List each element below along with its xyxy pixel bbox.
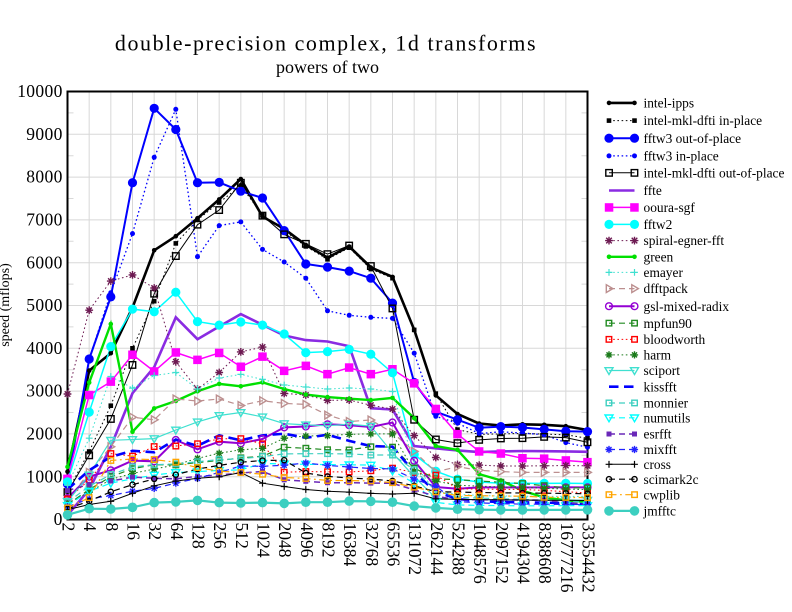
svg-text:10000: 10000 bbox=[17, 81, 63, 101]
svg-text:ffte: ffte bbox=[644, 183, 662, 198]
svg-text:512: 512 bbox=[232, 523, 252, 549]
svg-text:262144: 262144 bbox=[427, 523, 447, 576]
svg-text:scimark2c: scimark2c bbox=[644, 472, 699, 487]
svg-text:intel-ipps: intel-ipps bbox=[644, 96, 695, 111]
svg-text:intel-mkl-dfti in-place: intel-mkl-dfti in-place bbox=[644, 113, 763, 128]
svg-text:32: 32 bbox=[145, 523, 165, 541]
svg-text:mixfft: mixfft bbox=[644, 442, 678, 457]
svg-text:gsl-mixed-radix: gsl-mixed-radix bbox=[644, 299, 730, 314]
svg-text:powers of two: powers of two bbox=[276, 57, 379, 77]
svg-text:fftw3 in-place: fftw3 in-place bbox=[644, 149, 719, 164]
svg-text:2097152: 2097152 bbox=[492, 523, 512, 584]
svg-text:2048: 2048 bbox=[275, 523, 295, 558]
svg-text:4: 4 bbox=[80, 523, 100, 532]
svg-text:kissfft: kissfft bbox=[644, 379, 678, 394]
svg-text:intel-mkl-dfti out-of-place: intel-mkl-dfti out-of-place bbox=[644, 165, 785, 180]
svg-text:8000: 8000 bbox=[26, 167, 62, 187]
svg-text:mpfun90: mpfun90 bbox=[644, 316, 693, 331]
svg-text:8: 8 bbox=[102, 523, 122, 532]
svg-text:4194304: 4194304 bbox=[514, 523, 534, 585]
svg-text:65536: 65536 bbox=[384, 523, 404, 567]
svg-text:sciport: sciport bbox=[644, 363, 681, 378]
svg-text:fftw2: fftw2 bbox=[644, 217, 673, 232]
svg-text:7000: 7000 bbox=[26, 210, 62, 230]
svg-text:256: 256 bbox=[210, 523, 230, 550]
svg-text:spiral-egner-fft: spiral-egner-fft bbox=[644, 233, 725, 248]
svg-text:9000: 9000 bbox=[26, 124, 62, 144]
svg-text:6000: 6000 bbox=[26, 252, 62, 272]
svg-text:16777216: 16777216 bbox=[557, 523, 577, 593]
svg-text:5000: 5000 bbox=[26, 295, 62, 315]
svg-text:4096: 4096 bbox=[297, 523, 317, 558]
svg-text:cross: cross bbox=[644, 457, 672, 472]
svg-text:monnier: monnier bbox=[644, 396, 689, 411]
svg-text:32768: 32768 bbox=[362, 523, 382, 567]
svg-text:64: 64 bbox=[167, 523, 187, 541]
svg-text:4000: 4000 bbox=[26, 338, 62, 358]
svg-text:128: 128 bbox=[189, 523, 209, 550]
svg-text:8192: 8192 bbox=[319, 523, 339, 558]
svg-text:16384: 16384 bbox=[340, 523, 360, 567]
svg-text:harm: harm bbox=[644, 348, 672, 363]
svg-text:ooura-sgf: ooura-sgf bbox=[644, 200, 696, 215]
svg-text:0: 0 bbox=[54, 509, 63, 529]
svg-text:jmfftc: jmfftc bbox=[643, 504, 677, 519]
svg-text:33554432: 33554432 bbox=[579, 523, 599, 593]
svg-text:3000: 3000 bbox=[26, 381, 62, 401]
svg-text:131072: 131072 bbox=[405, 523, 425, 576]
svg-text:16: 16 bbox=[124, 523, 144, 541]
svg-text:2000: 2000 bbox=[26, 424, 62, 444]
svg-text:speed (mflops): speed (mflops) bbox=[0, 263, 13, 347]
svg-text:cwplib: cwplib bbox=[644, 487, 681, 502]
svg-text:emayer: emayer bbox=[644, 265, 684, 280]
svg-text:1048576: 1048576 bbox=[470, 523, 490, 585]
svg-text:numutils: numutils bbox=[644, 410, 691, 425]
svg-text:8388608: 8388608 bbox=[535, 523, 555, 585]
svg-text:fftw3 out-of-place: fftw3 out-of-place bbox=[644, 131, 742, 146]
svg-text:1024: 1024 bbox=[254, 523, 274, 558]
svg-text:bloodworth: bloodworth bbox=[644, 332, 706, 347]
svg-text:green: green bbox=[644, 249, 674, 264]
svg-text:524288: 524288 bbox=[449, 523, 469, 576]
svg-text:esrfft: esrfft bbox=[644, 427, 672, 442]
svg-text:dfftpack: dfftpack bbox=[644, 281, 689, 296]
svg-text:2: 2 bbox=[59, 523, 79, 532]
svg-text:double-precision complex, 1d t: double-precision complex, 1d transforms bbox=[115, 31, 537, 56]
svg-text:1000: 1000 bbox=[26, 466, 62, 486]
